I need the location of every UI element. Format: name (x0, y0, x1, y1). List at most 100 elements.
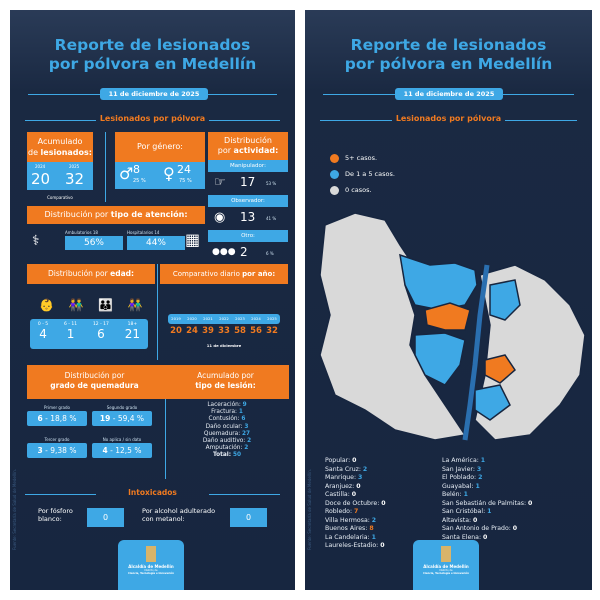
children-icon: 👫 (68, 298, 84, 312)
year-label: 2021 (203, 316, 213, 321)
comunas-list-1: Popular: 0 Santa Cruz: 2 Manrique: 3 Aranju… (325, 457, 386, 551)
legend-item: 0 casos. (330, 182, 395, 198)
acumulado-header: Acumulado de lesionados: (27, 132, 93, 162)
map-zone-blue (399, 253, 478, 311)
year-value: 58 (234, 326, 246, 336)
year-value: 32 (266, 326, 278, 336)
legend-item: De 1 a 5 casos. (330, 166, 395, 182)
comuna-item: El Poblado: 2 (442, 474, 483, 481)
comuna-item: Buenos Aires: 8 (325, 525, 374, 532)
genero-values: ♂ 8 25 % ♀ 24 75 % (115, 162, 205, 189)
infographic-right: Reporte de lesionados por pólvora en Mede… (305, 10, 592, 590)
comuna-item: Laureles-Estadio: 0 (325, 542, 385, 549)
year-label: 2019 (171, 316, 181, 321)
actividad-header: Distribución por actividad: (208, 132, 288, 160)
comuna-item: Castilla: 0 (325, 491, 357, 498)
divider (165, 399, 166, 479)
female-icon: ♀ (163, 164, 175, 183)
atencion-header: Distribución por tipo de atención: (27, 206, 205, 224)
coat-of-arms-icon (441, 546, 451, 562)
year-label: 2020 (187, 316, 197, 321)
actividad-row: ●●● 2 6 % (212, 245, 274, 259)
legend-item: 5+ casos. (330, 150, 395, 166)
fosforo-value: 0 (87, 508, 124, 527)
comuna-item: San Antonio de Prado: 0 (442, 525, 518, 532)
doctor-icon: ⚕ (32, 233, 40, 249)
logo: Alcaldía de Medellín Distrito de Ciencia… (413, 540, 479, 590)
comparativo-footer: 11 de diciembre (206, 343, 242, 348)
comuna-item: San Sebastián de Palmitas: 0 (442, 499, 533, 507)
burn-grade-label: Primer grado (44, 405, 70, 410)
legend-swatch (330, 185, 339, 195)
river (462, 264, 490, 441)
actividad-list: Manipulador: ☞ 17 53 % Observador: ◉ 13 41 %… (208, 160, 288, 262)
comuna-item: La América: 1 (442, 457, 486, 464)
fosforo-label: Por fósforo blanco: (38, 507, 73, 523)
date-badge: 11 de diciembre de 2025 (395, 88, 503, 100)
acumulado-footer: Comparativo (47, 195, 73, 200)
comuna-item: Altavista: 0 (442, 516, 478, 524)
map-zone-blue (414, 332, 466, 386)
page-title: Reporte de lesionados por pólvora en Mede… (344, 36, 553, 73)
comuna-item: Aranjuez: 0 (325, 482, 361, 490)
coat-of-arms-icon (146, 546, 156, 562)
hospital-icon: ▦ (185, 230, 201, 249)
comuna-item: Villa Hermosa: 2 (325, 516, 377, 524)
map-zone-orange (484, 354, 516, 384)
burn-grade-label: Segundo grado (106, 405, 138, 410)
burn-grade-value: 4 - 12,5 % (92, 443, 152, 458)
comuna-item: Popular: 0 (325, 457, 357, 464)
comuna-item: Santa Elena: 0 (442, 533, 488, 541)
divider (157, 264, 158, 360)
lesion-item: Quemadura: 27 (203, 430, 251, 437)
edad-header: Distribución por edad: (27, 264, 155, 284)
section-title: Lesionados por pólvora (25, 114, 280, 126)
adults-icon: 👫 (127, 298, 143, 312)
page-title: Reporte de lesionados por pólvora en Mede… (48, 36, 257, 73)
burn-grade-label: No aplica / sin dato (102, 437, 142, 442)
year-value: 56 (250, 326, 262, 336)
date-badge: 11 de diciembre de 2025 (100, 88, 208, 100)
map-zone-orange (424, 302, 471, 331)
comuna-item: Santa Cruz: 2 (325, 465, 368, 473)
legend-swatch (330, 169, 339, 179)
male-icon: ♂ (119, 164, 134, 183)
age-group: 18+ 21 (124, 322, 141, 341)
year-values: 20 24 39 33 58 56 32 (168, 326, 280, 336)
comuna-item: Robledo: 7 (325, 508, 359, 515)
alcohol-label: Por alcohol adulterado con metanol: (142, 507, 216, 523)
alcohol-value: 0 (230, 508, 267, 527)
map-zone-grey (319, 212, 467, 441)
year-value: 33 (218, 326, 230, 336)
map-zone-blue (489, 279, 521, 321)
comparativo-header: Comparativo diario por año: (160, 264, 288, 284)
lesion-total: Total: 50 (212, 452, 242, 459)
comuna-item: Guayabal: 1 (442, 482, 480, 490)
burn-grade-value: 3 - 9,38 % (27, 443, 87, 458)
year-value: 20 (170, 326, 182, 336)
map-legend: 5+ casos. De 1 a 5 casos. 0 casos. (330, 150, 395, 198)
lesion-item: Contusión: 6 (208, 416, 246, 423)
year-value: 39 (202, 326, 214, 336)
source-note: Fuente: Secretaría de Salud de Medellín. (307, 468, 312, 550)
infographic-left: Reporte de lesionados por pólvora en Mede… (10, 10, 295, 590)
pointing-hand-icon: ☞ (214, 175, 226, 190)
years-bar: 2019 2020 2021 2022 2023 2024 2025 (168, 314, 280, 324)
comunas-map (319, 212, 586, 441)
lesion-item: Laceración: 9 (207, 402, 247, 408)
year-label: 2022 (219, 316, 229, 321)
comuna-item: Manrique: 3 (325, 474, 363, 481)
eye-icon: ◉ (214, 210, 226, 225)
hospitalarios-value: 44% (127, 236, 185, 250)
dots-icon: ●●● (212, 247, 236, 257)
lesion-item: Amputación: 2 (205, 445, 249, 452)
comuna-item: San Javier: 3 (442, 465, 482, 473)
ambulatorios-value: 56% (65, 236, 123, 250)
comuna-item: La Candelaria: 1 (325, 533, 376, 541)
burn-grade-value: 6 - 18,8 % (27, 411, 87, 426)
genero-header: Por género: (115, 132, 205, 162)
actividad-row: ☞ 17 53 % (214, 175, 277, 190)
